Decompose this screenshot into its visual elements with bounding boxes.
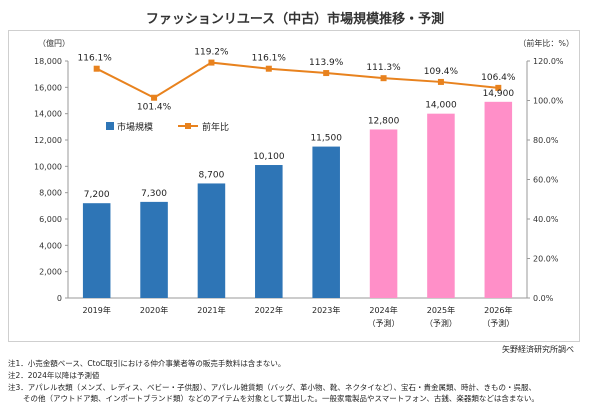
- x-category-label: 2024年: [369, 305, 397, 315]
- x-category-label: 2025年: [427, 305, 455, 315]
- bar-value-label: 10,100: [253, 152, 285, 162]
- yoy-point: [265, 65, 272, 72]
- bar: [82, 203, 111, 298]
- x-category-label: 2019年: [83, 305, 111, 315]
- left-tick-label: 14,000: [34, 110, 62, 119]
- yoy-value-label: 119.2%: [194, 48, 229, 58]
- x-category-sublabel: （予測）: [425, 318, 457, 328]
- left-tick-label: 0: [57, 294, 62, 303]
- bar-value-label: 12,800: [368, 116, 400, 126]
- plot-frame: [8, 30, 580, 342]
- bar-value-label: 14,900: [483, 89, 515, 99]
- bar-value-label: 7,300: [141, 189, 167, 199]
- yoy-point: [380, 75, 387, 82]
- bar: [369, 129, 398, 298]
- left-tick-label: 16,000: [34, 83, 62, 92]
- yoy-value-label: 106.4%: [481, 73, 516, 83]
- yoy-point: [208, 59, 215, 66]
- legend-label-yoy: 前年比: [202, 121, 229, 133]
- note-3: 注3．アパレル衣類（メンズ、レディス、ベビー・子供服）、アパレル雑貨類（バッグ、…: [8, 383, 536, 392]
- yoy-point: [93, 65, 100, 72]
- note-3-continued: その他（アウトドア類、インポートブランド類）などのアイテムを対象として算出した。…: [8, 394, 539, 403]
- right-tick-label: 20.0%: [533, 255, 559, 264]
- bar: [484, 101, 513, 298]
- right-tick-label: 120.0%: [533, 57, 564, 66]
- right-tick-label: 0.0%: [533, 294, 554, 303]
- x-category-label: 2020年: [140, 305, 168, 315]
- left-tick-label: 8,000: [39, 189, 62, 198]
- yoy-value-label: 116.1%: [78, 54, 113, 64]
- note-2: 注2．2024年以降は予測値: [8, 371, 100, 380]
- bar: [427, 113, 455, 299]
- bar: [197, 183, 226, 298]
- left-tick-label: 6,000: [39, 215, 62, 224]
- legend-marker-yoy: [185, 123, 191, 129]
- yoy-value-label: 109.4%: [424, 67, 459, 77]
- bar: [140, 201, 168, 298]
- x-category-label: 2021年: [197, 305, 225, 315]
- x-category-sublabel: （予測）: [482, 318, 514, 328]
- bar-value-label: 7,200: [84, 190, 110, 200]
- yoy-point: [495, 84, 502, 91]
- right-tick-label: 40.0%: [533, 215, 559, 224]
- legend-swatch-market-size: [106, 122, 114, 130]
- yoy-line: [96, 61, 499, 99]
- right-axis-unit: （前年比：%）: [518, 38, 574, 48]
- bar-value-label: 11,500: [310, 134, 342, 144]
- left-tick-label: 12,000: [34, 136, 62, 145]
- left-tick-label: 18,000: [34, 57, 62, 66]
- left-tick-label: 4,000: [39, 241, 62, 250]
- x-category-sublabel: （予測）: [368, 318, 400, 328]
- left-axis-unit: （億円）: [38, 38, 70, 48]
- note-1: 注1．小売金額ベース、CtoC取引における仲介事業者等の販売手数料は含まない。: [8, 359, 286, 368]
- x-category-label: 2026年: [484, 305, 512, 315]
- right-tick-label: 60.0%: [533, 176, 559, 185]
- left-tick-label: 2,000: [39, 268, 62, 277]
- source-credit: 矢野経済研究所調べ: [502, 345, 574, 354]
- yoy-value-label: 111.3%: [366, 63, 401, 73]
- right-tick-label: 100.0%: [533, 97, 564, 106]
- yoy-value-label: 101.4%: [137, 103, 172, 113]
- x-category-label: 2022年: [255, 305, 283, 315]
- bar: [312, 146, 340, 298]
- yoy-point: [151, 94, 158, 101]
- left-tick-label: 10,000: [34, 162, 62, 171]
- chart-title: ファッションリユース（中古）市場規模推移・予測: [145, 12, 445, 27]
- yoy-point: [323, 70, 330, 77]
- chart: 0 2,000 4,000 6,000 8,000 10,000 12,000 14,000 1…: [34, 38, 574, 328]
- legend-label-market-size: 市場規模: [117, 121, 153, 133]
- bar-value-label: 14,000: [425, 101, 457, 111]
- right-tick-label: 80.0%: [533, 136, 559, 145]
- yoy-value-label: 116.1%: [252, 54, 287, 64]
- bar: [255, 165, 283, 298]
- yoy-point: [437, 78, 444, 85]
- yoy-value-label: 113.9%: [309, 58, 344, 68]
- x-category-label: 2023年: [312, 305, 340, 315]
- bar-value-label: 8,700: [199, 170, 225, 180]
